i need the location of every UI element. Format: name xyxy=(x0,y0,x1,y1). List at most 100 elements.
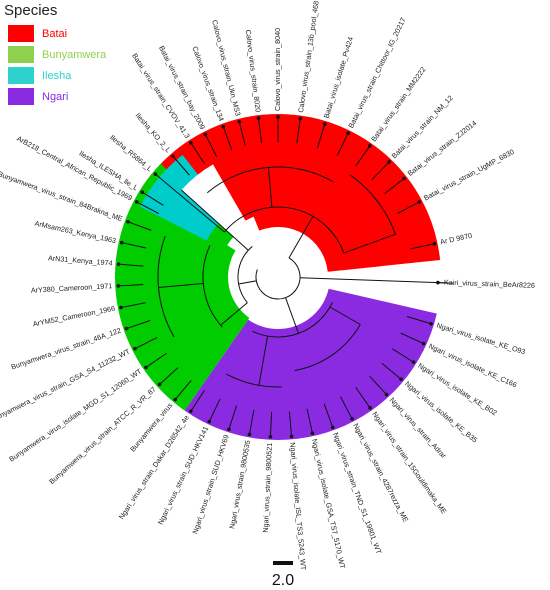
tip-branch xyxy=(118,284,144,287)
tip-label: Ngari_virus_isolate_KE_B35 xyxy=(403,379,479,444)
bunya-b3 xyxy=(158,283,204,288)
tip-branch xyxy=(248,409,255,435)
sector-bunyamwera xyxy=(114,190,250,411)
legend-label-bunyamwera: Bunyamwera xyxy=(42,49,107,61)
tip-node xyxy=(134,200,139,204)
tip-branch xyxy=(316,123,326,149)
branch-ngari-stem xyxy=(285,297,299,334)
tip-branch xyxy=(134,337,158,350)
tip-branch xyxy=(190,142,205,165)
tip-label: Batai_virus_strain_Chittoor_IG_20217 xyxy=(346,16,408,129)
tip-branch xyxy=(222,126,233,151)
tip-node xyxy=(289,434,294,439)
legend-swatch-batai xyxy=(8,25,34,42)
ngari-b1 xyxy=(329,306,361,325)
legend-label-batai: Batai xyxy=(42,28,67,40)
tip-node xyxy=(227,427,231,432)
ngari-arc-2 xyxy=(294,324,361,372)
tip-node xyxy=(140,190,145,195)
tip-branch xyxy=(369,375,387,395)
ngari-b2 xyxy=(258,336,269,386)
tip-node xyxy=(436,280,440,285)
tip-node xyxy=(421,341,426,346)
batai-b2 xyxy=(267,167,273,208)
tip-branch xyxy=(396,201,420,215)
tip-node xyxy=(346,131,350,135)
legend-item-ilesha: Ilesha xyxy=(8,67,72,84)
bunya-arc-1 xyxy=(237,245,253,304)
tip-node xyxy=(368,406,372,410)
tip-node xyxy=(203,132,208,137)
batai-b3 xyxy=(343,233,396,254)
legend-swatch-bunyamwera xyxy=(8,46,34,63)
tip-branch xyxy=(437,282,453,284)
tip-label: Calovo_virus_strain_8040 xyxy=(273,28,282,111)
tip-branch xyxy=(288,411,293,437)
tip-node xyxy=(207,419,212,424)
tip-node xyxy=(411,360,416,364)
branch-kairi xyxy=(299,277,453,284)
tip-branch xyxy=(336,132,349,156)
tip-node xyxy=(268,435,273,439)
tip-node xyxy=(402,176,406,181)
tip-branch xyxy=(136,201,160,215)
legend-swatch-ilesha xyxy=(8,67,34,84)
tip-label: Ngari_virus_strain_9800521 xyxy=(261,443,274,533)
tip-node xyxy=(387,160,391,164)
tip-node xyxy=(119,240,124,245)
tip-label: Calovo_virus_strain_13b_pool_468 xyxy=(296,0,321,113)
legend-item-batai: Batai xyxy=(8,25,67,42)
sector-ngari xyxy=(184,288,437,440)
tip-branch xyxy=(127,221,152,231)
tip-label: Ngari_virus_isolate_ISL_TS3_5243_WT xyxy=(288,442,308,571)
tip-label: Calovo_virus_strain_8020 xyxy=(244,29,263,113)
tip-branch xyxy=(121,242,147,249)
legend-label-ngari: Ngari xyxy=(42,91,68,103)
tip-branch xyxy=(371,161,390,181)
tip-node xyxy=(322,122,327,126)
batai-arc-1 xyxy=(223,206,345,254)
tip-label: ArY380_Cameroon_1971 xyxy=(31,281,113,295)
tip-branch xyxy=(340,396,353,420)
tip-node xyxy=(367,144,372,148)
tip-branch xyxy=(145,352,167,368)
batai-arc-3 xyxy=(349,174,396,235)
tip-branch xyxy=(174,380,192,400)
tip-branch xyxy=(355,387,371,409)
branch-bunya-stem xyxy=(238,280,257,285)
tip-branch xyxy=(190,389,205,412)
tree-branches xyxy=(157,166,453,388)
branch-batai-stem xyxy=(288,216,314,259)
tip-label: ArYM52_Cameroon_1966 xyxy=(32,304,116,329)
legend-label-ilesha: Ilesha xyxy=(42,70,72,82)
ngari-arc-3 xyxy=(226,373,282,388)
tip-node xyxy=(276,115,280,119)
legend-title: Species xyxy=(4,2,57,19)
tip-label: Ar D 9870 xyxy=(439,231,473,247)
tip-node xyxy=(153,172,158,176)
tip-branch xyxy=(323,403,334,428)
tip-label: ArMsam263_Kenya_1963 xyxy=(34,219,117,246)
tip-node xyxy=(429,321,433,326)
tip-label: Kairi_virus_strain_BeAr8226 xyxy=(444,278,535,290)
tip-branch xyxy=(126,320,151,330)
tip-node xyxy=(432,241,437,246)
tip-branch xyxy=(269,411,273,437)
tip-node xyxy=(384,392,389,397)
tip-node xyxy=(173,397,177,402)
tip-branch xyxy=(400,332,424,344)
ngari-arc-1 xyxy=(252,302,333,338)
species-legend: Species Batai Bunyamwera Ilesha Ngari xyxy=(4,2,107,105)
tip-branch xyxy=(306,408,313,434)
tip-branch xyxy=(384,178,405,195)
legend-item-ngari: Ngari xyxy=(8,88,68,105)
tip-branch xyxy=(172,155,190,176)
tip-label: Batai_virus_isolate_Pv424 xyxy=(322,36,355,120)
sector-batai-inner xyxy=(252,209,346,272)
tip-node xyxy=(126,219,130,224)
tip-branch xyxy=(381,362,402,380)
legend-swatch-ngari xyxy=(8,88,34,105)
tip-branch xyxy=(392,348,414,363)
tip-branch xyxy=(159,367,179,385)
root-arc xyxy=(255,257,301,300)
